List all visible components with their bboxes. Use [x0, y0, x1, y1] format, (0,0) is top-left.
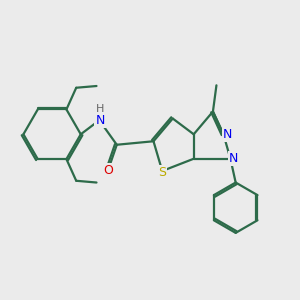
Text: N: N [223, 128, 232, 141]
Text: N: N [229, 152, 238, 165]
Text: S: S [158, 166, 166, 179]
Text: N: N [95, 114, 105, 127]
Text: O: O [103, 164, 113, 177]
Text: H: H [96, 104, 104, 114]
